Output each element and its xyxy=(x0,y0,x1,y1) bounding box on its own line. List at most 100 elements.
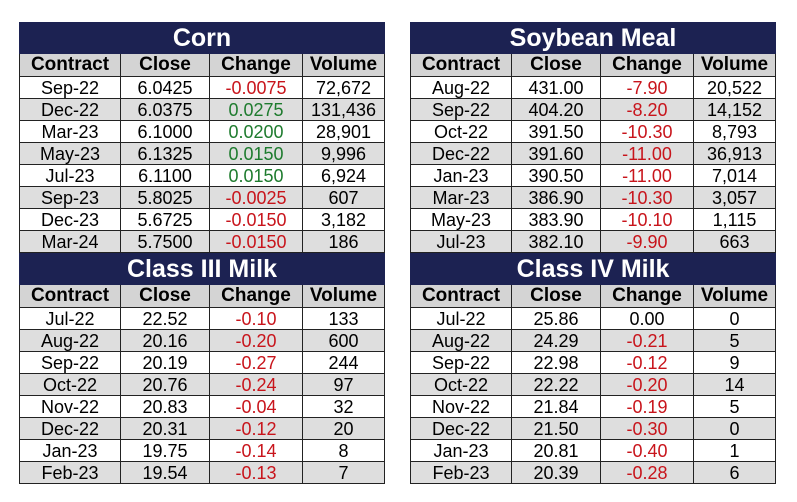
close-cell: 391.60 xyxy=(511,142,601,165)
close-header: Close xyxy=(120,53,210,77)
change-cell: -10.10 xyxy=(600,208,694,231)
table-row: Feb-23 20.39 -0.28 6 xyxy=(410,461,777,484)
close-cell: 5.6725 xyxy=(120,208,210,231)
corn-table: Corn Contract Close Change Volume Sep-22 6.042… xyxy=(18,22,386,253)
soybean-meal-table: Soybean Meal Contract Close Change Volume Aug… xyxy=(409,22,777,253)
table-row: Oct-22 20.76 -0.24 97 xyxy=(19,373,385,396)
table-title: Class III Milk xyxy=(19,253,385,285)
change-cell: -0.0025 xyxy=(209,186,303,209)
contract-cell: Nov-22 xyxy=(410,395,512,418)
change-cell: -0.20 xyxy=(600,373,694,396)
close-cell: 22.52 xyxy=(120,307,210,330)
table-row: Jul-23 6.1100 0.0150 6,924 xyxy=(19,164,386,187)
change-cell: -0.20 xyxy=(209,329,303,352)
contract-cell: Aug-22 xyxy=(19,329,121,352)
table-row: Dec-23 5.6725 -0.0150 3,182 xyxy=(19,208,386,231)
close-cell: 6.1100 xyxy=(120,164,210,187)
contract-cell: Feb-23 xyxy=(19,461,121,484)
contract-cell: Jul-22 xyxy=(19,307,121,330)
table-row: Aug-22 24.29 -0.21 5 xyxy=(410,329,777,352)
close-cell: 6.0425 xyxy=(120,76,210,99)
close-cell: 21.84 xyxy=(511,395,601,418)
change-cell: -0.0150 xyxy=(209,208,303,231)
close-header: Close xyxy=(120,284,210,308)
table-row: Mar-24 5.7500 -0.0150 186 xyxy=(19,230,386,253)
contract-cell: Oct-22 xyxy=(410,373,512,396)
volume-cell: 3,057 xyxy=(692,186,777,209)
contract-cell: Sep-22 xyxy=(19,351,121,374)
volume-cell: 7,014 xyxy=(692,164,777,187)
volume-cell: 14 xyxy=(692,373,777,396)
contract-cell: Dec-22 xyxy=(410,417,512,440)
contract-cell: Jan-23 xyxy=(410,439,512,462)
volume-cell: 9,996 xyxy=(301,142,386,165)
contract-cell: Aug-22 xyxy=(410,76,512,99)
table-row: Jul-23 382.10 -9.90 663 xyxy=(410,230,777,253)
contract-header: Contract xyxy=(19,284,121,308)
change-header: Change xyxy=(209,284,303,308)
close-cell: 404.20 xyxy=(511,98,601,121)
close-cell: 382.10 xyxy=(511,230,601,253)
table-row: Dec-22 21.50 -0.30 0 xyxy=(410,417,777,440)
close-cell: 6.0375 xyxy=(120,98,210,121)
close-header: Close xyxy=(511,53,601,77)
close-cell: 20.31 xyxy=(120,417,210,440)
table-row: Dec-22 6.0375 0.0275 131,436 xyxy=(19,98,386,121)
volume-cell: 133 xyxy=(302,307,385,330)
volume-cell: 97 xyxy=(302,373,385,396)
contract-cell: Sep-23 xyxy=(19,186,121,209)
volume-cell: 5 xyxy=(692,329,777,352)
close-cell: 20.81 xyxy=(511,439,601,462)
volume-cell: 0 xyxy=(692,417,777,440)
volume-cell: 663 xyxy=(692,230,777,253)
change-cell: -0.28 xyxy=(600,461,694,484)
volume-header: Volume xyxy=(692,53,777,77)
contract-cell: Jan-23 xyxy=(410,164,512,187)
volume-cell: 32 xyxy=(302,395,385,418)
volume-cell: 7 xyxy=(302,461,385,484)
change-cell: -10.30 xyxy=(600,186,694,209)
table-row: May-23 6.1325 0.0150 9,996 xyxy=(19,142,386,165)
change-header: Change xyxy=(600,284,694,308)
table-row: Dec-22 20.31 -0.12 20 xyxy=(19,417,385,440)
table-title: Corn xyxy=(18,22,386,54)
volume-cell: 28,901 xyxy=(301,120,386,143)
contract-cell: Dec-22 xyxy=(19,417,121,440)
volume-cell: 186 xyxy=(301,230,386,253)
contract-header: Contract xyxy=(410,284,512,308)
change-cell: -0.27 xyxy=(209,351,303,374)
contract-cell: Jan-23 xyxy=(19,439,121,462)
table-row: Sep-22 404.20 -8.20 14,152 xyxy=(410,98,777,121)
table-row: Aug-22 20.16 -0.20 600 xyxy=(19,329,385,352)
volume-header: Volume xyxy=(692,284,777,308)
change-cell: -11.00 xyxy=(600,142,694,165)
volume-cell: 8 xyxy=(302,439,385,462)
volume-cell: 14,152 xyxy=(692,98,777,121)
contract-cell: Oct-22 xyxy=(19,373,121,396)
close-cell: 390.50 xyxy=(511,164,601,187)
close-cell: 431.00 xyxy=(511,76,601,99)
change-cell: -0.10 xyxy=(209,307,303,330)
volume-cell: 131,436 xyxy=(301,98,386,121)
close-cell: 19.54 xyxy=(120,461,210,484)
close-cell: 20.83 xyxy=(120,395,210,418)
table-row: Jan-23 20.81 -0.40 1 xyxy=(410,439,777,462)
table-row: Aug-22 431.00 -7.90 20,522 xyxy=(410,76,777,99)
contract-cell: Mar-24 xyxy=(19,230,121,253)
contract-cell: Aug-22 xyxy=(410,329,512,352)
volume-cell: 9 xyxy=(692,351,777,374)
close-cell: 5.7500 xyxy=(120,230,210,253)
change-cell: -0.14 xyxy=(209,439,303,462)
contract-cell: Dec-23 xyxy=(19,208,121,231)
table-row: Nov-22 21.84 -0.19 5 xyxy=(410,395,777,418)
volume-cell: 6 xyxy=(692,461,777,484)
change-cell: -7.90 xyxy=(600,76,694,99)
change-cell: 0.0275 xyxy=(209,98,303,121)
contract-cell: May-23 xyxy=(410,208,512,231)
volume-cell: 1 xyxy=(692,439,777,462)
change-header: Change xyxy=(600,53,694,77)
table-row: Jan-23 19.75 -0.14 8 xyxy=(19,439,385,462)
change-cell: -0.13 xyxy=(209,461,303,484)
change-cell: -0.0075 xyxy=(209,76,303,99)
volume-cell: 6,924 xyxy=(301,164,386,187)
